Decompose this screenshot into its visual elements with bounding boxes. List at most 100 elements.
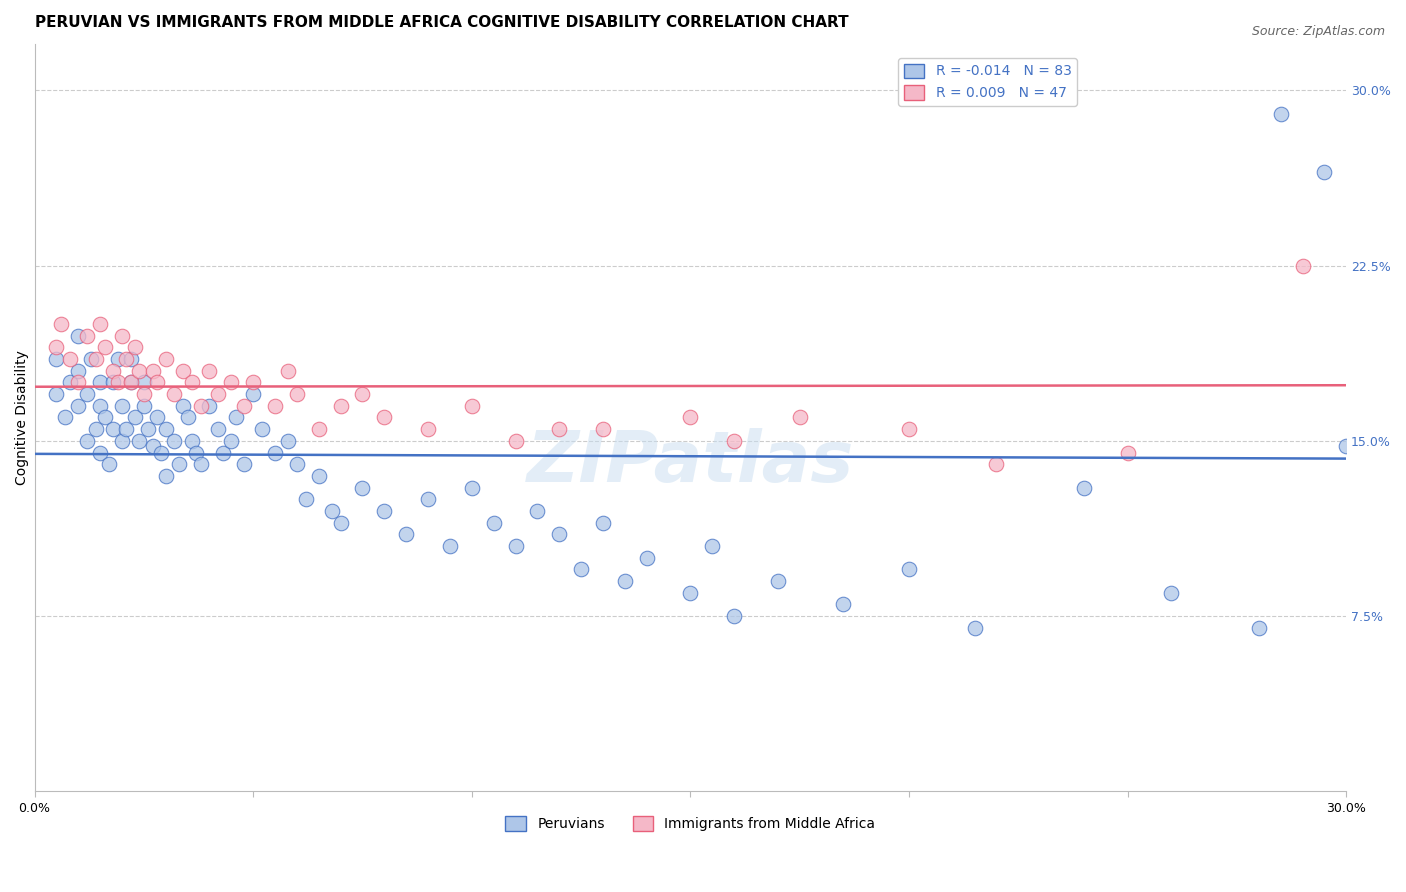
Point bbox=[636, 550, 658, 565]
Point bbox=[898, 422, 921, 436]
Point bbox=[233, 399, 256, 413]
Point bbox=[1291, 259, 1313, 273]
Point bbox=[723, 609, 745, 624]
Point bbox=[1336, 438, 1358, 452]
Point bbox=[172, 364, 194, 378]
Point bbox=[264, 399, 287, 413]
Point bbox=[264, 445, 287, 459]
Point bbox=[132, 387, 155, 401]
Point bbox=[45, 352, 67, 367]
Point bbox=[832, 598, 855, 612]
Point bbox=[115, 422, 138, 436]
Point bbox=[124, 410, 146, 425]
Point bbox=[97, 457, 120, 471]
Point bbox=[120, 352, 142, 367]
Text: Source: ZipAtlas.com: Source: ZipAtlas.com bbox=[1251, 25, 1385, 38]
Point bbox=[198, 364, 221, 378]
Point bbox=[89, 399, 111, 413]
Point bbox=[416, 422, 439, 436]
Point bbox=[1313, 165, 1336, 179]
Point bbox=[67, 328, 90, 343]
Point bbox=[58, 376, 80, 390]
Point bbox=[89, 317, 111, 331]
Point bbox=[89, 376, 111, 390]
Point bbox=[132, 376, 155, 390]
Point bbox=[373, 410, 395, 425]
Point bbox=[181, 434, 204, 448]
Point bbox=[294, 492, 316, 507]
Point bbox=[103, 376, 125, 390]
Point bbox=[93, 410, 115, 425]
Point bbox=[163, 387, 186, 401]
Point bbox=[146, 410, 169, 425]
Point bbox=[373, 504, 395, 518]
Point bbox=[898, 562, 921, 576]
Point bbox=[233, 457, 256, 471]
Point bbox=[592, 516, 614, 530]
Point bbox=[461, 481, 484, 495]
Point bbox=[308, 468, 330, 483]
Point bbox=[190, 399, 212, 413]
Point bbox=[702, 539, 724, 553]
Text: PERUVIAN VS IMMIGRANTS FROM MIDDLE AFRICA COGNITIVE DISABILITY CORRELATION CHART: PERUVIAN VS IMMIGRANTS FROM MIDDLE AFRIC… bbox=[35, 15, 848, 30]
Point bbox=[136, 422, 159, 436]
Point bbox=[76, 387, 98, 401]
Text: ZIPatlas: ZIPatlas bbox=[527, 428, 853, 497]
Point bbox=[89, 445, 111, 459]
Point bbox=[190, 457, 212, 471]
Point bbox=[111, 399, 134, 413]
Point bbox=[225, 410, 247, 425]
Point bbox=[84, 422, 107, 436]
Point bbox=[107, 352, 129, 367]
Point bbox=[58, 352, 80, 367]
Point bbox=[250, 422, 273, 436]
Point bbox=[242, 387, 264, 401]
Point bbox=[329, 516, 352, 530]
Point bbox=[93, 340, 115, 354]
Point bbox=[789, 410, 811, 425]
Point bbox=[592, 422, 614, 436]
Point bbox=[67, 364, 90, 378]
Point bbox=[963, 621, 986, 635]
Point bbox=[53, 410, 76, 425]
Point bbox=[986, 457, 1008, 471]
Point bbox=[207, 387, 229, 401]
Point bbox=[548, 527, 571, 541]
Point bbox=[67, 399, 90, 413]
Point bbox=[207, 422, 229, 436]
Point bbox=[163, 434, 186, 448]
Point bbox=[766, 574, 789, 588]
Point bbox=[526, 504, 548, 518]
Point bbox=[308, 422, 330, 436]
Point bbox=[76, 434, 98, 448]
Point bbox=[155, 468, 177, 483]
Point bbox=[186, 445, 208, 459]
Point bbox=[395, 527, 418, 541]
Point bbox=[1160, 585, 1182, 599]
Point bbox=[569, 562, 592, 576]
Point bbox=[181, 376, 204, 390]
Point bbox=[211, 445, 233, 459]
Point bbox=[150, 445, 173, 459]
Point bbox=[67, 376, 90, 390]
Point bbox=[198, 399, 221, 413]
Point bbox=[142, 438, 165, 452]
Point bbox=[45, 340, 67, 354]
Point bbox=[352, 387, 374, 401]
Point bbox=[107, 376, 129, 390]
Point bbox=[111, 434, 134, 448]
Point bbox=[111, 328, 134, 343]
Point bbox=[723, 434, 745, 448]
Point bbox=[155, 352, 177, 367]
Legend: Peruvians, Immigrants from Middle Africa: Peruvians, Immigrants from Middle Africa bbox=[499, 811, 882, 837]
Point bbox=[128, 434, 150, 448]
Point bbox=[80, 352, 103, 367]
Point bbox=[242, 376, 264, 390]
Point bbox=[1116, 445, 1139, 459]
Point bbox=[461, 399, 484, 413]
Point bbox=[1073, 481, 1095, 495]
Point bbox=[103, 364, 125, 378]
Point bbox=[167, 457, 190, 471]
Point bbox=[176, 410, 198, 425]
Y-axis label: Cognitive Disability: Cognitive Disability bbox=[15, 350, 30, 485]
